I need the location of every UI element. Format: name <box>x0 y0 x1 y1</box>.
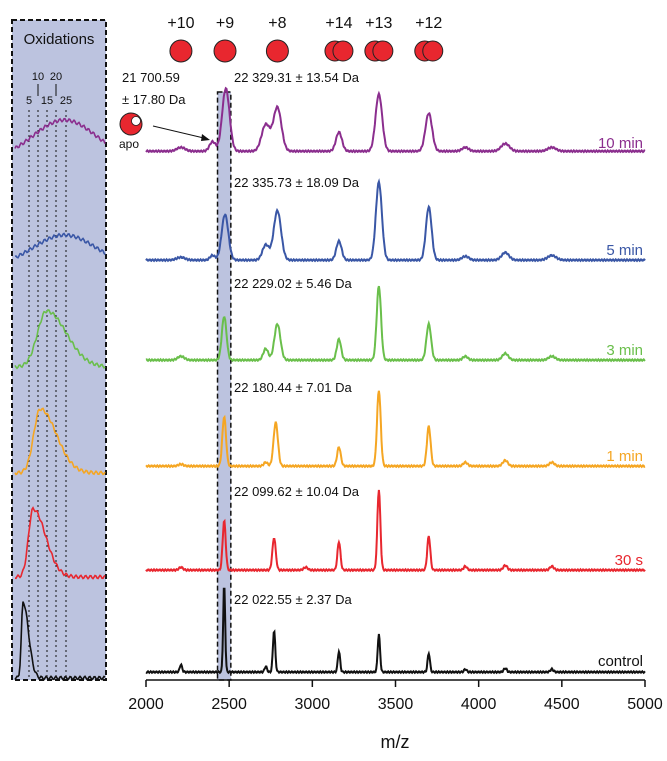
apo-arrow <box>152 125 209 140</box>
series-label: control <box>598 653 643 670</box>
x-axis: 2000 2500 3000 3500 4000 4500 5000 <box>128 679 663 713</box>
spectrum-line-30-s <box>145 489 646 573</box>
inset-profile-5-min <box>14 232 106 259</box>
apo-arrowhead <box>201 134 210 141</box>
apo-mass-line1: 21 700.59 <box>122 70 180 85</box>
spectra-traces: 10 min 22 329.31 ± 13.54 Da 5 min 22 335.73… <box>145 70 646 675</box>
oxidations-inset: Oxidations 10 20 5 15 25 <box>11 19 107 681</box>
inset-tick-5: 5 <box>26 95 32 107</box>
protein-ball-icon <box>265 39 289 63</box>
charge-state-label: +8 <box>268 15 286 32</box>
spectra-plot: +10 +9 +8 +14 +13 +12 10 min 22 329.31 ± 13.54… <box>119 15 663 752</box>
inset-profile-control <box>14 601 106 681</box>
inset-title: Oxidations <box>24 31 95 48</box>
x-tick-label: 4500 <box>544 696 580 713</box>
protein-ball-icon <box>422 40 444 62</box>
series-label: 1 min <box>606 448 643 465</box>
inset-tick-25: 25 <box>60 95 72 107</box>
series-label: 3 min <box>606 342 643 359</box>
series-mass-label: 22 022.55 ± 2.37 Da <box>234 592 352 607</box>
inset-profile-30-s <box>14 506 106 580</box>
charge-state-label: +12 <box>415 15 442 32</box>
series-mass-label: 22 329.31 ± 13.54 Da <box>234 70 360 85</box>
x-tick-label: 4000 <box>461 696 497 713</box>
protein-ball-icon <box>372 40 394 62</box>
apo-pocket-icon <box>131 116 141 126</box>
series-label: 30 s <box>615 552 643 569</box>
x-axis-label: m/z <box>381 732 410 752</box>
charge-state-labels: +10 +9 +8 +14 +13 +12 <box>167 15 444 63</box>
x-tick-label: 3500 <box>378 696 414 713</box>
series-label: 10 min <box>598 135 643 152</box>
inset-tick-20: 20 <box>50 71 62 83</box>
protein-ball-icon <box>169 39 193 63</box>
series-mass-label: 22 229.02 ± 5.46 Da <box>234 276 352 291</box>
charge-state-label: +9 <box>216 15 234 32</box>
series-label: 5 min <box>606 242 643 259</box>
charge-state-label: +13 <box>365 15 392 32</box>
apo-mass-line2: ± 17.80 Da <box>122 92 186 107</box>
apo-annotation: 21 700.59 ± 17.80 Da apo <box>119 70 210 151</box>
protein-ball-icon <box>213 39 237 63</box>
inset-profile-1-min <box>14 407 106 476</box>
inset-profile-10-min <box>14 117 106 149</box>
inset-tick-10: 10 <box>32 71 44 83</box>
protein-ball-icon <box>332 40 354 62</box>
charge-state-label: +14 <box>325 15 352 32</box>
inset-profile-3-min <box>14 308 106 370</box>
spectrum-line-10-min <box>145 86 646 154</box>
series-mass-label: 22 180.44 ± 7.01 Da <box>234 380 352 395</box>
x-tick-label: 5000 <box>627 696 663 713</box>
spectrum-line-control <box>145 587 646 675</box>
inset-tick-15: 15 <box>41 95 53 107</box>
series-mass-label: 22 099.62 ± 10.04 Da <box>234 484 360 499</box>
charge-state-label: +10 <box>167 15 194 32</box>
inset-gridlines <box>28 84 67 678</box>
inset-profiles <box>14 117 106 681</box>
x-tick-label: 2000 <box>128 696 164 713</box>
spectrum-line-1-min <box>145 390 646 469</box>
series-mass-label: 22 335.73 ± 18.09 Da <box>234 175 360 190</box>
apo-label: apo <box>119 137 139 151</box>
spectrum-line-5-min <box>145 178 646 263</box>
x-tick-label: 2500 <box>211 696 247 713</box>
x-tick-label: 3000 <box>295 696 331 713</box>
spectrum-line-3-min <box>145 285 646 363</box>
